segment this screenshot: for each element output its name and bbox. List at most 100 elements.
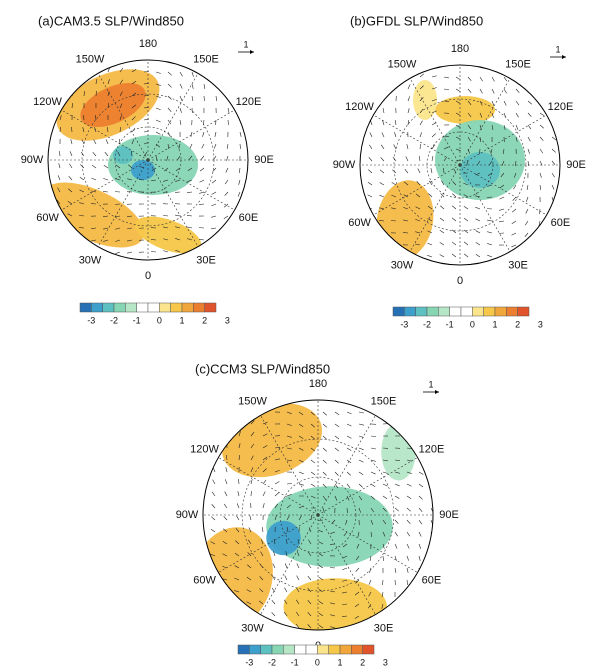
longitude-label: 150W bbox=[238, 395, 267, 407]
wind-vector bbox=[261, 527, 264, 533]
wind-vector bbox=[406, 459, 412, 462]
wind-vector bbox=[406, 144, 409, 150]
wind-vector bbox=[234, 552, 240, 557]
wind-vector bbox=[175, 179, 181, 182]
wind-vector bbox=[452, 181, 457, 186]
wind-vector bbox=[79, 214, 85, 217]
wind-vector bbox=[222, 578, 228, 581]
wind-vector bbox=[342, 567, 348, 571]
wind-vector bbox=[503, 76, 508, 82]
wind-vector bbox=[187, 179, 193, 182]
wind-vector bbox=[69, 163, 73, 169]
wind-vector bbox=[262, 421, 268, 425]
wind-vector bbox=[525, 208, 529, 214]
longitude-label: 90E bbox=[254, 154, 274, 166]
wind-vector bbox=[431, 75, 437, 78]
wind-vector bbox=[262, 468, 267, 473]
wind-vector bbox=[455, 100, 461, 104]
wind-vector bbox=[499, 208, 505, 211]
meridian bbox=[373, 164, 461, 216]
wind-vector bbox=[58, 163, 61, 169]
wind-vector bbox=[394, 543, 398, 549]
wind-vector bbox=[379, 169, 385, 174]
wind-vector bbox=[310, 471, 316, 476]
longitude-label: 30E bbox=[196, 254, 216, 266]
longitude-label: 150W bbox=[388, 58, 417, 70]
colorbar-box bbox=[483, 306, 496, 317]
wind-vector bbox=[318, 600, 324, 605]
wind-vector bbox=[155, 71, 161, 74]
wind-vector bbox=[130, 151, 133, 157]
wind-vector bbox=[526, 184, 529, 190]
wind-vector bbox=[286, 423, 292, 426]
wind-vector bbox=[227, 107, 230, 113]
wind-vector bbox=[307, 587, 312, 593]
meridian bbox=[373, 114, 461, 166]
anomaly-area bbox=[460, 152, 500, 188]
wind-vector bbox=[515, 100, 520, 106]
wind-vector bbox=[308, 527, 312, 533]
wind-vector bbox=[131, 116, 136, 121]
wind-vector bbox=[119, 127, 122, 133]
reference-label: 1 bbox=[555, 44, 560, 54]
wind-vector bbox=[318, 553, 324, 557]
meridian bbox=[97, 159, 149, 247]
wind-vector bbox=[215, 95, 218, 101]
wind-vector bbox=[273, 539, 276, 545]
wind-vector bbox=[310, 483, 316, 487]
wind-vector bbox=[418, 543, 422, 549]
wind-vector bbox=[223, 503, 228, 509]
wind-vector bbox=[179, 71, 183, 77]
wind-vector bbox=[441, 180, 445, 186]
wind-vector bbox=[358, 483, 363, 488]
wind-vector bbox=[175, 249, 181, 253]
colorbar-box bbox=[404, 306, 416, 317]
wind-vector bbox=[151, 251, 157, 253]
wind-vector bbox=[250, 443, 255, 449]
wind-vector bbox=[439, 229, 445, 234]
wind-vector bbox=[284, 575, 288, 581]
wind-vector bbox=[551, 172, 555, 178]
wind-vector bbox=[297, 539, 300, 545]
wind-vector bbox=[307, 600, 312, 605]
anomaly-area bbox=[131, 160, 155, 180]
wind-vector bbox=[211, 516, 216, 521]
wind-vector bbox=[175, 214, 181, 217]
wind-vector bbox=[451, 241, 457, 246]
wind-vector bbox=[199, 238, 205, 241]
wind-vector bbox=[346, 471, 351, 476]
wind-vector bbox=[502, 148, 505, 154]
wind-vector bbox=[210, 528, 216, 533]
wind-vector bbox=[419, 120, 423, 126]
colorbar-label: -2 bbox=[423, 319, 431, 329]
wind-vector bbox=[501, 160, 505, 166]
meridian bbox=[218, 514, 319, 573]
wind-vector bbox=[262, 503, 265, 509]
colorbar-box bbox=[328, 644, 341, 655]
longitude-label: 60E bbox=[551, 217, 571, 229]
wind-vector bbox=[322, 471, 327, 476]
wind-vector bbox=[234, 565, 240, 569]
wind-vector bbox=[451, 253, 457, 258]
wind-vector bbox=[368, 591, 372, 597]
wind-vector bbox=[189, 143, 193, 149]
wind-vector bbox=[224, 179, 229, 185]
wind-vector bbox=[307, 563, 312, 569]
wind-vector bbox=[394, 519, 399, 524]
wind-vector bbox=[382, 495, 388, 500]
colorbar-label: -1 bbox=[446, 319, 454, 329]
wind-vector bbox=[342, 579, 348, 582]
wind-vector bbox=[224, 191, 229, 196]
wind-vector bbox=[463, 205, 469, 210]
anomaly-area bbox=[381, 423, 416, 481]
wind-vector bbox=[298, 411, 304, 416]
wind-vector bbox=[103, 215, 109, 218]
wind-vector bbox=[427, 218, 433, 222]
wind-vector bbox=[393, 144, 397, 150]
wind-vector bbox=[429, 180, 433, 186]
colorbar-box bbox=[113, 302, 126, 313]
wind-vector bbox=[322, 483, 327, 488]
wind-vector bbox=[355, 567, 360, 572]
wind-vector bbox=[475, 218, 481, 222]
wind-vector bbox=[115, 251, 121, 254]
